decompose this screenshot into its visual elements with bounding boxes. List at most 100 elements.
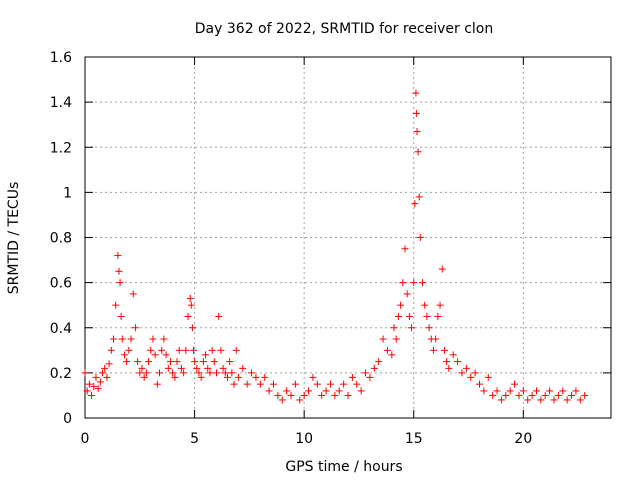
data-point (142, 369, 150, 377)
data-point (476, 380, 483, 388)
data-point (243, 380, 251, 388)
data-point (94, 385, 102, 393)
data-point (173, 358, 181, 366)
data-point (563, 396, 571, 404)
data-point (403, 290, 411, 298)
data-point (375, 358, 383, 366)
data-point (223, 373, 231, 381)
data-point (136, 369, 144, 377)
data-point (467, 373, 475, 381)
data-point (162, 351, 170, 359)
data-point (344, 391, 352, 399)
data-point (416, 234, 424, 241)
y-tick-label: 0 (63, 411, 72, 427)
data-point (149, 335, 157, 343)
data-point (524, 396, 532, 404)
data-point (541, 391, 549, 399)
data-point (123, 358, 131, 366)
y-tick-label: 0.6 (50, 276, 72, 292)
data-point (166, 358, 174, 366)
data-point (96, 378, 104, 386)
data-point (140, 373, 148, 381)
data-point (572, 387, 580, 395)
data-point (515, 391, 523, 399)
y-tick-labels: 0 0.2 0.4 0.6 0.8 1 1.2 1.4 1.6 (50, 50, 72, 427)
data-point (197, 373, 205, 381)
data-point (115, 267, 123, 275)
data-point (322, 387, 330, 395)
data-point (151, 351, 159, 359)
data-point (511, 380, 519, 388)
data-point (432, 335, 440, 343)
x-tick-label: 10 (295, 431, 313, 447)
data-point (340, 380, 348, 388)
data-point (366, 373, 374, 381)
data-point (134, 358, 142, 366)
data-point (228, 369, 236, 377)
data-point (392, 335, 400, 343)
data-point (291, 380, 299, 388)
data-point (239, 364, 247, 372)
data-point (112, 301, 120, 309)
chart-title: Day 362 of 2022, SRMTID for receiver clo… (195, 21, 493, 37)
x-tick-label: 0 (81, 431, 90, 447)
y-tick-label: 0.4 (50, 321, 72, 337)
data-point (164, 364, 172, 372)
data-point (120, 351, 128, 359)
data-point (357, 387, 365, 395)
y-tick-label: 0.2 (50, 366, 72, 382)
data-point (202, 351, 210, 359)
data-point (412, 109, 420, 117)
data-point (252, 373, 260, 381)
data-point (434, 312, 442, 320)
data-point (189, 346, 197, 354)
data-point (184, 312, 192, 320)
data-point (502, 391, 510, 399)
data-point (410, 279, 418, 287)
data-point (208, 346, 216, 354)
data-point (300, 391, 308, 399)
data-point (440, 346, 448, 354)
data-point (370, 364, 378, 372)
data-point (117, 312, 125, 320)
data-point (318, 391, 326, 399)
data-point (156, 369, 164, 377)
x-axis-label: GPS time / hours (285, 459, 402, 475)
data-point (362, 369, 370, 377)
axis-ticks (84, 56, 611, 419)
data-point (408, 324, 416, 332)
data-point (219, 364, 227, 372)
data-point (107, 346, 115, 354)
data-point (554, 391, 562, 399)
data-point (436, 301, 444, 309)
data-point (114, 252, 122, 260)
data-point (484, 373, 492, 381)
data-point (204, 364, 212, 372)
y-tick-label: 1.4 (50, 95, 72, 111)
data-point (180, 369, 188, 377)
data-point (390, 324, 398, 332)
data-point (206, 369, 214, 377)
data-point (169, 369, 177, 377)
data-point (462, 364, 470, 372)
data-point (221, 369, 229, 377)
data-point (405, 312, 413, 320)
data-point (83, 387, 91, 395)
data-point (454, 358, 462, 366)
data-point (411, 200, 419, 208)
data-point (186, 294, 194, 302)
data-point (232, 346, 240, 354)
data-point (331, 391, 339, 399)
data-point (193, 364, 201, 372)
data-point (581, 391, 589, 399)
data-point (537, 396, 545, 404)
data-point (412, 89, 420, 97)
data-point (471, 369, 479, 377)
data-point (399, 279, 407, 287)
data-point (145, 358, 153, 366)
data-point (493, 387, 501, 395)
data-point (138, 364, 146, 372)
grid (85, 57, 611, 418)
data-point (438, 265, 446, 273)
data-point (445, 364, 453, 372)
